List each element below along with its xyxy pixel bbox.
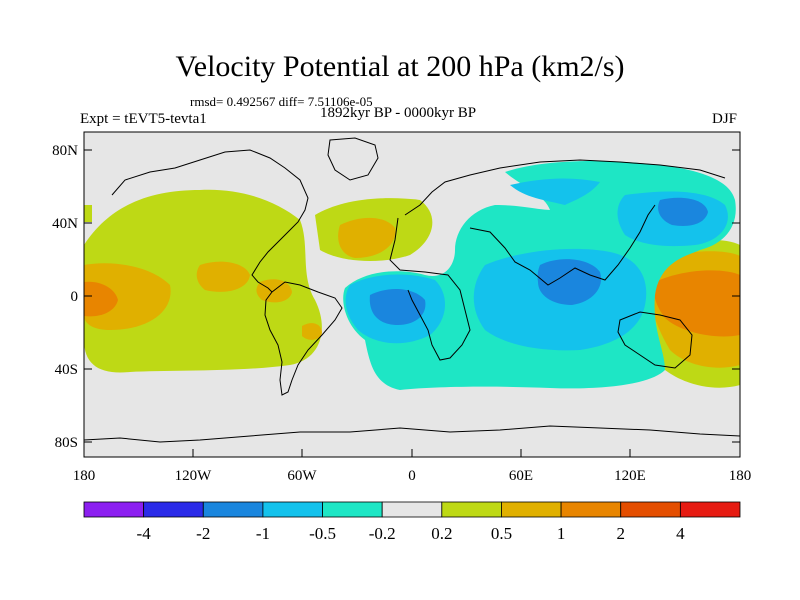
- lon-label: 60W: [287, 468, 317, 484]
- lon-label: 120E: [614, 468, 646, 484]
- colorbar-swatch: [560, 501, 622, 518]
- coast-south-america: [264, 281, 343, 396]
- mid-positive-atlantic: [338, 217, 396, 258]
- colorbar-label: 2: [616, 524, 625, 543]
- coast-south-asia: [469, 204, 656, 286]
- strong-negative-indian: [537, 259, 602, 305]
- colorbar-swatch: [441, 501, 502, 518]
- colorbar-swatch: [501, 501, 562, 518]
- positive-region-north-pacific: [84, 205, 92, 222]
- coast-australia: [617, 311, 693, 369]
- colorbar-swatch: [620, 501, 681, 518]
- colorbar-label: -0.2: [369, 524, 396, 543]
- coast-north-america: [111, 149, 309, 293]
- colorbar: [83, 501, 741, 518]
- stats-text: rmsd= 0.492567 diff= 7.51106e-05: [190, 94, 373, 109]
- lon-label: 0: [408, 468, 416, 484]
- lat-label: 0: [71, 289, 79, 305]
- colorbar-label: 0.5: [491, 524, 512, 543]
- colorbar-swatch: [322, 501, 383, 518]
- colorbar-swatch: [83, 501, 145, 518]
- colorbar-label: 0.2: [431, 524, 452, 543]
- mid-positive-brazil: [302, 323, 322, 340]
- lon-label: 180: [73, 468, 96, 484]
- lon-labels: 180 120W 60W 0 60E 120E 180: [73, 468, 752, 484]
- season-label: DJF: [712, 111, 738, 127]
- colorbar-swatch: [679, 501, 741, 518]
- colorbar-label: -0.5: [309, 524, 336, 543]
- lat-label: 80N: [52, 143, 78, 159]
- lon-ticks: [83, 449, 741, 457]
- high-positive-west-pacific: [653, 270, 740, 337]
- lon-label: 180: [729, 468, 752, 484]
- coast-antarctica: [84, 425, 740, 443]
- lon-label: 60E: [509, 468, 533, 484]
- negative-region-asia-interior: [510, 178, 600, 205]
- colorbar-label: -1: [256, 524, 270, 543]
- coast-eurasia-north: [404, 159, 726, 216]
- map-title: Velocity Potential at 200 hPa (km2/s): [175, 50, 625, 83]
- colorbar-swatch: [143, 501, 204, 518]
- colorbar-swatch: [202, 501, 264, 518]
- colorbar-label: 1: [557, 524, 566, 543]
- coast-europe-africa: [389, 217, 471, 361]
- strong-negative-east-asia: [658, 197, 708, 226]
- lat-ticks: [84, 149, 740, 443]
- coastlines: [84, 137, 740, 443]
- lat-label: 80S: [55, 435, 78, 451]
- period-label: 1892kyr BP - 0000kyr BP: [320, 105, 477, 121]
- colorbar-swatch: [262, 501, 323, 518]
- mid-positive-central-america: [196, 261, 250, 292]
- coast-greenland: [327, 137, 379, 181]
- lat-label: 40N: [52, 216, 78, 232]
- lat-labels: 80N 40N 0 40S 80S: [52, 143, 78, 451]
- lon-label: 120W: [175, 468, 213, 484]
- colorbar-label: 4: [676, 524, 685, 543]
- colorbar-label: -4: [137, 524, 152, 543]
- colorbar-label: -2: [196, 524, 210, 543]
- colorbar-swatch: [381, 501, 443, 518]
- high-positive-east-pacific: [84, 281, 118, 317]
- experiment-label: Expt = tEVT5-tevta1: [80, 111, 207, 127]
- lat-label: 40S: [55, 362, 78, 378]
- colorbar-labels: -4 -2 -1 -0.5 -0.2 0.2 0.5 1 2 4: [137, 524, 686, 543]
